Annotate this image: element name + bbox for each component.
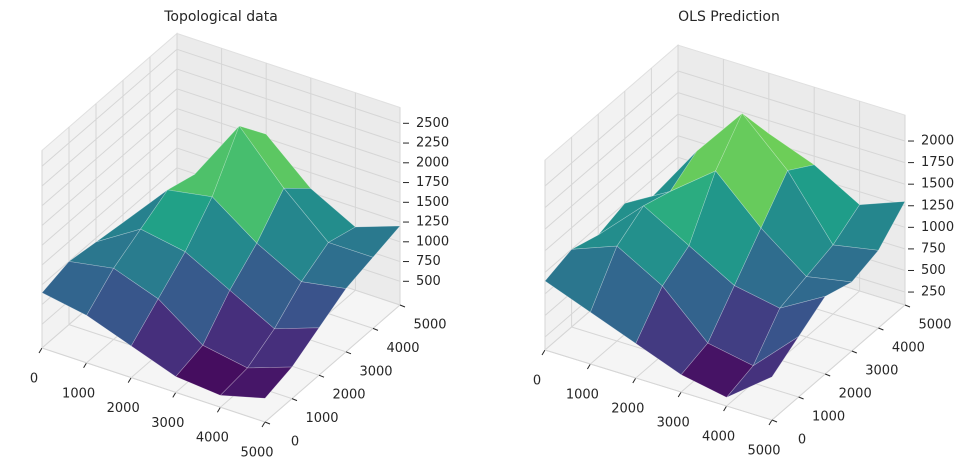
tick-mark bbox=[825, 373, 831, 377]
tick-mark bbox=[172, 392, 177, 398]
z-tick-label: 2250 bbox=[416, 136, 449, 151]
z-tick-label: 2000 bbox=[416, 155, 449, 170]
y-tick-label: 4000 bbox=[386, 341, 419, 356]
grid-line bbox=[41, 167, 178, 286]
tick-mark bbox=[399, 304, 406, 308]
tick-mark bbox=[878, 327, 884, 331]
z-tick-label: 1500 bbox=[921, 177, 954, 192]
grid-line bbox=[41, 347, 266, 423]
surface-cell bbox=[726, 336, 799, 398]
tick-mark bbox=[851, 350, 857, 354]
z-tick-label: 1000 bbox=[416, 234, 449, 249]
z-tick-label: 750 bbox=[921, 241, 946, 256]
grid-line bbox=[176, 48, 401, 124]
z-tick-label: 1250 bbox=[416, 215, 449, 230]
y-tick-label: 4000 bbox=[892, 341, 925, 356]
tick-mark bbox=[768, 419, 773, 426]
x-tick-label: 4000 bbox=[196, 431, 229, 446]
tick-mark bbox=[318, 374, 325, 378]
tick-mark bbox=[723, 405, 728, 412]
y-tick-label: 2000 bbox=[332, 388, 365, 403]
z-tick-label: 250 bbox=[921, 285, 946, 300]
z-tick-label: 1250 bbox=[921, 198, 954, 213]
tick-mark bbox=[372, 327, 379, 331]
x-tick-label: 5000 bbox=[240, 446, 273, 461]
grid-line bbox=[544, 70, 679, 187]
tick-mark bbox=[798, 396, 804, 400]
grid-line bbox=[176, 88, 401, 164]
grid-line bbox=[771, 304, 906, 421]
grid-line bbox=[41, 127, 178, 246]
surface-cell bbox=[805, 244, 879, 283]
tick-mark bbox=[632, 377, 637, 384]
tick-mark bbox=[127, 377, 132, 383]
y-tick-label: 5000 bbox=[413, 318, 446, 333]
y-tick-label: 5000 bbox=[918, 318, 951, 333]
grid-line bbox=[41, 108, 178, 226]
x-tick-label: 3000 bbox=[151, 416, 184, 431]
grid-line bbox=[544, 156, 679, 273]
z-tick-label: 1750 bbox=[921, 155, 954, 170]
grid-line bbox=[176, 68, 401, 144]
z-tick-label: 1000 bbox=[921, 220, 954, 235]
z-tick-label: 2000 bbox=[921, 134, 954, 149]
z-tick-label: 500 bbox=[921, 263, 946, 278]
chart-title: Topological data bbox=[163, 9, 278, 25]
x-tick-label: 2000 bbox=[107, 401, 140, 416]
grid-line bbox=[677, 113, 906, 185]
x-tick-label: 3000 bbox=[657, 416, 690, 431]
tick-mark bbox=[261, 421, 266, 428]
grid-line bbox=[544, 92, 679, 208]
tick-mark bbox=[38, 347, 43, 354]
tick-mark bbox=[291, 398, 298, 402]
x-tick-label: 0 bbox=[30, 372, 38, 387]
grid-line bbox=[544, 135, 679, 252]
grid-line bbox=[41, 88, 178, 207]
x-tick-label: 1000 bbox=[566, 388, 599, 403]
tick-mark bbox=[904, 304, 911, 308]
grid-line bbox=[41, 48, 178, 167]
tick-mark bbox=[541, 349, 546, 356]
y-tick-label: 0 bbox=[291, 435, 299, 450]
z-tick-label: 2500 bbox=[416, 116, 449, 131]
grid-line bbox=[544, 113, 679, 230]
grid-line bbox=[677, 70, 906, 142]
z-tick-label: 500 bbox=[416, 274, 441, 289]
x-tick-label: 1000 bbox=[62, 386, 95, 401]
y-tick-label: 3000 bbox=[359, 364, 392, 379]
tick-mark bbox=[345, 351, 352, 355]
x-tick-label: 2000 bbox=[611, 402, 644, 417]
grid-line bbox=[677, 92, 906, 164]
tick-mark bbox=[264, 421, 271, 425]
x-tick-label: 4000 bbox=[702, 430, 735, 445]
grid-line bbox=[41, 68, 178, 187]
y-tick-label: 2000 bbox=[839, 387, 872, 402]
z-tick-label: 1500 bbox=[416, 195, 449, 210]
z-tick-label: 1750 bbox=[416, 175, 449, 190]
x-tick-label: 0 bbox=[533, 374, 541, 389]
grid-line bbox=[544, 349, 773, 421]
grid-line bbox=[176, 108, 401, 184]
surface-cell bbox=[219, 366, 293, 399]
y-tick-label: 1000 bbox=[305, 411, 338, 426]
tick-mark bbox=[586, 363, 591, 370]
grid-line bbox=[264, 304, 401, 423]
y-tick-label: 1000 bbox=[812, 410, 845, 425]
z-tick-label: 750 bbox=[416, 254, 441, 269]
x-tick-label: 5000 bbox=[747, 444, 780, 459]
tick-mark bbox=[677, 391, 682, 398]
tick-mark bbox=[83, 362, 88, 369]
y-tick-label: 3000 bbox=[865, 364, 898, 379]
grid-line bbox=[41, 147, 178, 266]
tick-mark bbox=[771, 419, 778, 423]
tick-mark bbox=[216, 406, 221, 413]
chart-title: OLS Prediction bbox=[678, 9, 780, 25]
y-tick-label: 0 bbox=[798, 433, 806, 448]
surface-cell bbox=[327, 225, 401, 258]
